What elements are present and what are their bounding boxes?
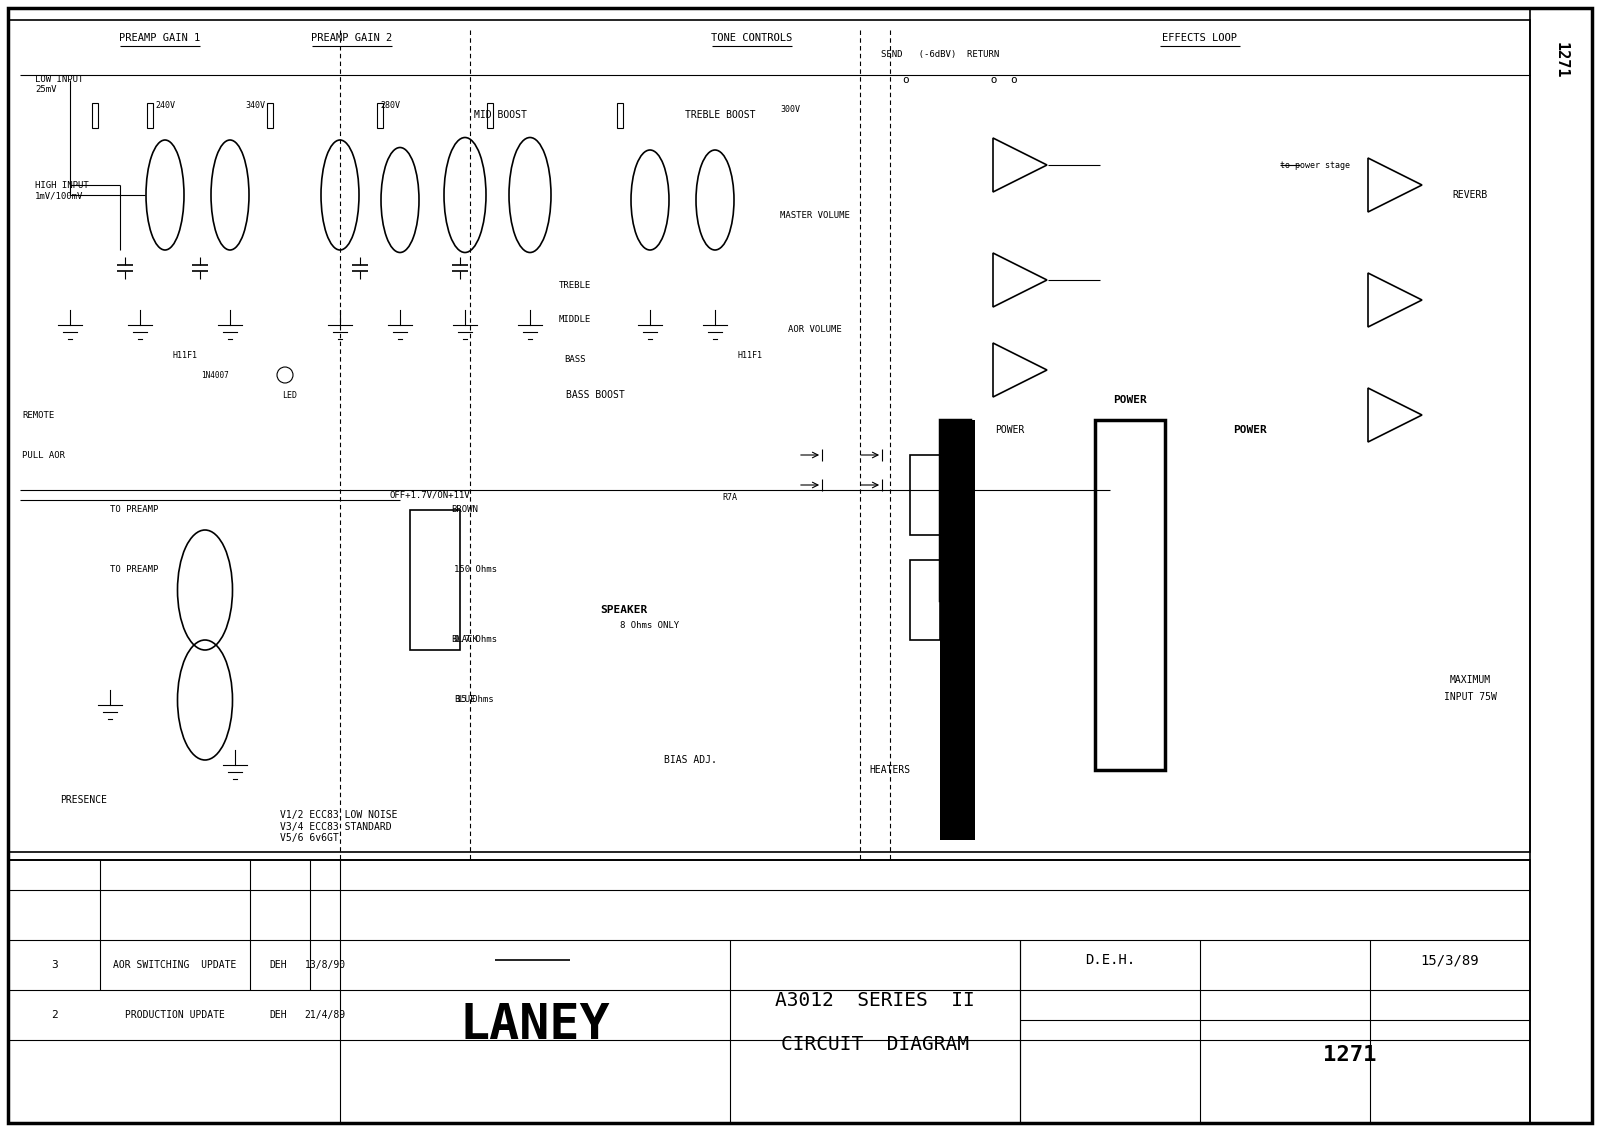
- Bar: [910, 560, 941, 640]
- Text: 240V: 240V: [155, 101, 174, 110]
- Text: 21/4/89: 21/4/89: [304, 1010, 346, 1020]
- Text: PREAMP GAIN 1: PREAMP GAIN 1: [120, 33, 200, 43]
- Text: LED: LED: [283, 390, 298, 399]
- Text: 13/8/90: 13/8/90: [304, 960, 346, 970]
- Bar: [941, 420, 970, 601]
- Text: 15 Ohms: 15 Ohms: [456, 696, 494, 705]
- Bar: [955, 420, 974, 840]
- Bar: [147, 103, 154, 128]
- Text: 3: 3: [51, 960, 58, 970]
- Text: TO PREAMP: TO PREAMP: [110, 566, 158, 575]
- Polygon shape: [1368, 273, 1422, 327]
- Text: R7A: R7A: [723, 492, 738, 501]
- Text: 280V: 280V: [381, 101, 400, 110]
- Text: POWER: POWER: [1234, 425, 1267, 435]
- Text: INPUT 75W: INPUT 75W: [1443, 692, 1496, 702]
- Polygon shape: [1368, 388, 1422, 442]
- Text: PRESENCE: PRESENCE: [61, 795, 107, 805]
- Text: 2: 2: [51, 1010, 58, 1020]
- Text: BIAS ADJ.: BIAS ADJ.: [664, 756, 717, 765]
- Bar: [618, 103, 622, 128]
- Text: BASS: BASS: [565, 355, 586, 364]
- Text: PULL AOR: PULL AOR: [22, 450, 66, 459]
- Text: A3012  SERIES  II: A3012 SERIES II: [774, 991, 974, 1010]
- Text: 25mV: 25mV: [35, 86, 56, 95]
- Polygon shape: [994, 343, 1046, 397]
- Text: BLUE: BLUE: [454, 696, 475, 705]
- Text: 0.7 Ohms: 0.7 Ohms: [453, 636, 496, 645]
- Text: OFF+1.7V/ON+11V: OFF+1.7V/ON+11V: [390, 491, 470, 500]
- Text: 15/3/89: 15/3/89: [1421, 953, 1480, 967]
- Text: 340V: 340V: [245, 101, 266, 110]
- Text: SEND   (-6dBV)  RETURN: SEND (-6dBV) RETURN: [882, 51, 998, 60]
- Text: HEATERS: HEATERS: [869, 765, 910, 775]
- Text: DEH: DEH: [269, 1010, 286, 1020]
- Text: POWER: POWER: [995, 425, 1024, 435]
- Text: TO PREAMP: TO PREAMP: [110, 506, 158, 515]
- Text: BLACK: BLACK: [451, 636, 478, 645]
- Text: PRODUCTION UPDATE: PRODUCTION UPDATE: [125, 1010, 226, 1020]
- Text: SPEAKER: SPEAKER: [600, 605, 648, 615]
- Polygon shape: [994, 138, 1046, 192]
- Text: 1271: 1271: [1554, 42, 1568, 78]
- Text: 1mV/100mV: 1mV/100mV: [35, 191, 83, 200]
- Text: LOW INPUT: LOW INPUT: [35, 76, 83, 85]
- Text: 8 Ohms ONLY: 8 Ohms ONLY: [621, 622, 678, 630]
- Text: POWER: POWER: [1114, 395, 1147, 405]
- Text: H11F1: H11F1: [738, 351, 763, 360]
- Bar: [1530, 8, 1592, 1123]
- Text: 1N4007: 1N4007: [202, 371, 229, 380]
- Polygon shape: [994, 253, 1046, 307]
- Text: MIDDLE: MIDDLE: [558, 316, 590, 325]
- Bar: [410, 510, 461, 650]
- Text: AOR SWITCHING  UPDATE: AOR SWITCHING UPDATE: [114, 960, 237, 970]
- Text: TREBLE: TREBLE: [558, 280, 590, 290]
- Bar: [941, 420, 960, 840]
- Bar: [267, 103, 274, 128]
- Text: TREBLE BOOST: TREBLE BOOST: [685, 110, 755, 120]
- Text: AOR VOLUME: AOR VOLUME: [789, 326, 842, 335]
- Text: 150 Ohms: 150 Ohms: [453, 566, 496, 575]
- Text: PREAMP GAIN 2: PREAMP GAIN 2: [312, 33, 392, 43]
- Text: 1271: 1271: [1323, 1045, 1376, 1065]
- Text: HIGH INPUT: HIGH INPUT: [35, 181, 88, 190]
- Text: REVERB: REVERB: [1453, 190, 1488, 200]
- Text: MASTER VOLUME: MASTER VOLUME: [781, 210, 850, 219]
- Bar: [378, 103, 382, 128]
- Bar: [93, 103, 98, 128]
- Text: TONE CONTROLS: TONE CONTROLS: [712, 33, 792, 43]
- Bar: [8, 20, 1530, 852]
- Text: EFFECTS LOOP: EFFECTS LOOP: [1163, 33, 1237, 43]
- Text: D.E.H.: D.E.H.: [1085, 953, 1134, 967]
- Text: V1/2 ECC83 LOW NOISE
V3/4 ECC83 STANDARD
V5/6 6v6GT: V1/2 ECC83 LOW NOISE V3/4 ECC83 STANDARD…: [280, 810, 397, 844]
- Text: DEH: DEH: [269, 960, 286, 970]
- Bar: [1094, 420, 1165, 770]
- Text: LANEY: LANEY: [459, 1001, 610, 1048]
- Bar: [486, 103, 493, 128]
- Text: to power stage: to power stage: [1280, 161, 1350, 170]
- Text: 300V: 300V: [781, 105, 800, 114]
- Text: MAXIMUM: MAXIMUM: [1450, 675, 1491, 685]
- Bar: [910, 455, 941, 535]
- Text: REMOTE: REMOTE: [22, 411, 54, 420]
- Text: H11F1: H11F1: [173, 351, 197, 360]
- Text: o            o  o: o o o: [902, 75, 1018, 85]
- Text: BASS BOOST: BASS BOOST: [566, 390, 624, 400]
- Bar: [8, 860, 1530, 1123]
- Polygon shape: [1368, 158, 1422, 211]
- Text: BROWN: BROWN: [451, 506, 478, 515]
- Text: MID BOOST: MID BOOST: [474, 110, 526, 120]
- Text: CIRCUIT  DIAGRAM: CIRCUIT DIAGRAM: [781, 1036, 970, 1054]
